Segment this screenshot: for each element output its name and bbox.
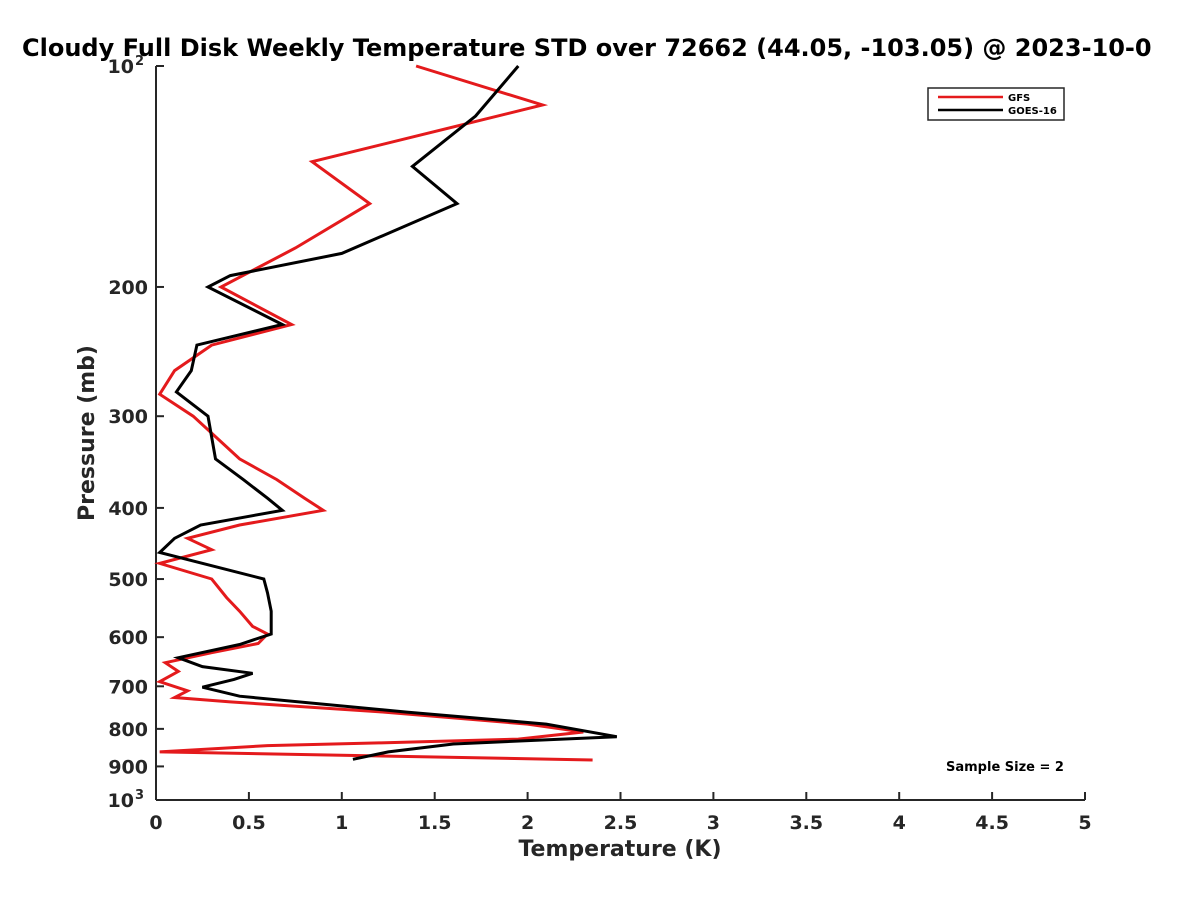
legend: GFS GOES-16 [927,87,1065,121]
series-line-goes-16 [156,65,618,761]
x-tick-label: 1.5 [418,812,452,834]
y-axis-label: Pressure (mb) [75,345,100,521]
sample-size-annotation: Sample Size = 2 [946,760,1064,775]
legend-entry-label: GOES-16 [1008,106,1057,117]
x-axis-ticks: 0 0.5 1 1.5 2 2.5 3 3.5 4 4.5 5 [149,792,1092,834]
x-tick-label: 2 [521,812,534,834]
y-tick-label: 10 [108,790,134,812]
x-tick-label: 1 [335,812,348,834]
legend-box [927,87,1065,121]
y-tick-exponent: 2 [135,54,144,69]
x-tick-label: 4 [893,812,906,834]
series-line-gfs [154,64,593,762]
series-layer [154,64,618,762]
x-tick-label: 0.5 [232,812,266,834]
x-tick-label: 3.5 [789,812,823,834]
plot-area [155,66,1085,801]
y-tick-label: 800 [108,719,148,741]
y-tick-label: 200 [108,277,148,299]
x-tick-label: 2.5 [604,812,638,834]
y-tick-label: 500 [108,569,148,591]
x-tick-label: 4.5 [975,812,1009,834]
x-tick-label: 3 [707,812,720,834]
x-axis-label: Temperature (K) [518,837,721,862]
y-tick-exponent: 3 [135,788,144,803]
y-tick-label: 300 [108,406,148,428]
x-tick-label: 0 [149,812,162,834]
y-tick-label: 10 [108,56,134,78]
x-tick-label: 5 [1078,812,1091,834]
y-tick-label: 900 [108,756,148,778]
y-tick-label: 600 [108,627,148,649]
chart-title: Cloudy Full Disk Weekly Temperature STD … [22,34,1152,62]
y-tick-label: 700 [108,676,148,698]
y-tick-label: 400 [108,498,148,520]
legend-entry-label: GFS [1008,93,1030,104]
